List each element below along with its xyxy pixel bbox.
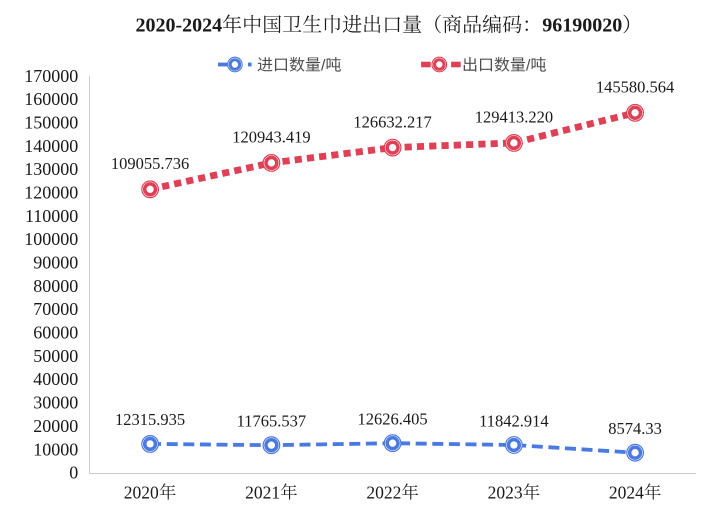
svg-text:2022: 2022	[366, 482, 401, 502]
svg-text:90000: 90000	[33, 253, 78, 273]
svg-text:60000: 60000	[33, 323, 78, 343]
svg-text:120943.419: 120943.419	[232, 128, 310, 147]
svg-text:110000: 110000	[25, 206, 78, 226]
svg-text:145580.564: 145580.564	[596, 78, 674, 97]
svg-text:50000: 50000	[33, 346, 78, 366]
svg-text:/: /	[321, 57, 326, 74]
svg-text:40000: 40000	[33, 369, 78, 389]
svg-text:2021: 2021	[245, 482, 280, 502]
svg-text:80000: 80000	[33, 276, 78, 296]
svg-text:140000: 140000	[24, 136, 78, 156]
svg-text:10000: 10000	[33, 439, 78, 459]
svg-text:12626.405: 12626.405	[358, 410, 428, 429]
svg-text:11842.914: 11842.914	[479, 411, 549, 430]
svg-text:126632.217: 126632.217	[353, 112, 431, 131]
svg-text:100000: 100000	[24, 229, 78, 249]
svg-text:20000: 20000	[33, 416, 78, 436]
svg-text:150000: 150000	[24, 113, 78, 133]
svg-text:8574.33: 8574.33	[608, 419, 662, 438]
svg-text:70000: 70000	[33, 299, 78, 319]
svg-text:2023: 2023	[488, 482, 523, 502]
svg-text:30000: 30000	[33, 393, 78, 413]
svg-text:129413.220: 129413.220	[475, 108, 553, 127]
svg-text:12315.935: 12315.935	[115, 410, 185, 429]
svg-text:/: /	[526, 57, 531, 74]
svg-text:170000: 170000	[24, 66, 78, 86]
svg-text:109055.736: 109055.736	[111, 154, 189, 173]
svg-text:11765.537: 11765.537	[237, 412, 307, 431]
svg-text:160000: 160000	[24, 89, 78, 109]
svg-text:0: 0	[69, 463, 78, 483]
svg-text:96190020: 96190020	[542, 15, 622, 37]
svg-text:2024: 2024	[609, 482, 644, 502]
svg-text:130000: 130000	[24, 159, 78, 179]
svg-text:120000: 120000	[24, 183, 78, 203]
svg-text:2020: 2020	[124, 482, 159, 502]
svg-text:2020-2024: 2020-2024	[136, 15, 223, 37]
